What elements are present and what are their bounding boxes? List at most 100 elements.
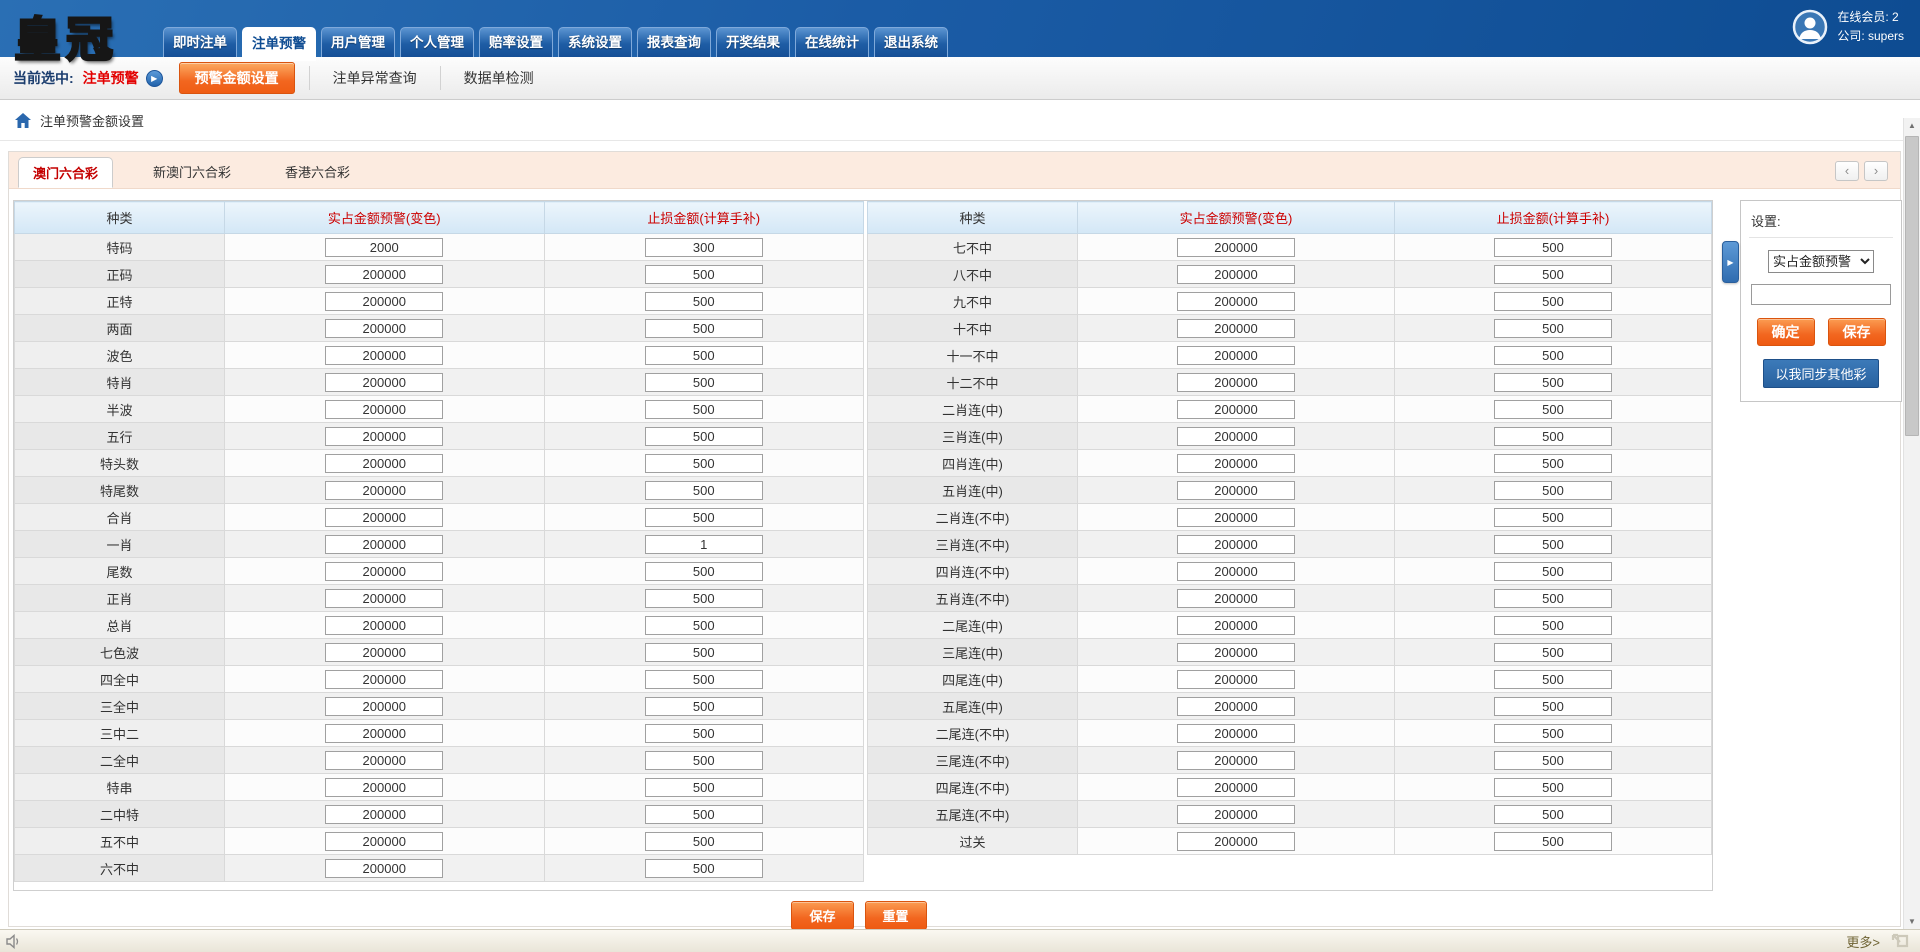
nav-tab[interactable]: 个人管理 [400,27,474,57]
warn-amount-input[interactable] [1177,264,1295,284]
subnav-item[interactable]: 注单异常查询 [308,66,440,90]
nav-tab[interactable]: 在线统计 [795,27,869,57]
stop-amount-input[interactable] [1494,804,1612,824]
stop-amount-input[interactable] [1494,642,1612,662]
scroll-down-icon[interactable]: ▼ [1908,917,1916,926]
warn-amount-input[interactable] [325,507,444,527]
stop-amount-input[interactable] [644,588,763,608]
warn-amount-input[interactable] [1177,453,1295,473]
more-link[interactable]: 更多> [1846,934,1880,950]
stop-amount-input[interactable] [1494,777,1612,797]
stop-amount-input[interactable] [644,480,763,500]
settings-amount-input[interactable] [1751,284,1891,305]
warn-amount-input[interactable] [325,831,444,851]
stop-amount-input[interactable] [644,291,763,311]
stop-amount-input[interactable] [644,831,763,851]
stop-amount-input[interactable] [644,399,763,419]
warn-amount-input[interactable] [325,399,444,419]
warn-amount-input[interactable] [325,750,444,770]
stop-amount-input[interactable] [1494,291,1612,311]
stop-amount-input[interactable] [1494,588,1612,608]
warn-amount-input[interactable] [1177,669,1295,689]
warn-amount-input[interactable] [1177,750,1295,770]
warn-amount-input[interactable] [1177,507,1295,527]
nav-tab[interactable]: 赔率设置 [479,27,553,57]
nav-tab[interactable]: 报表查询 [637,27,711,57]
stop-amount-input[interactable] [1494,480,1612,500]
warn-amount-input[interactable] [325,723,444,743]
stop-amount-input[interactable] [1494,696,1612,716]
warn-amount-input[interactable] [1177,345,1295,365]
nav-tab[interactable]: 注单预警 [242,27,316,61]
stop-amount-input[interactable] [1494,534,1612,554]
warn-amount-input[interactable] [325,858,444,878]
nav-tab[interactable]: 即时注单 [163,27,237,57]
stop-amount-input[interactable] [644,561,763,581]
warn-amount-input[interactable] [325,534,444,554]
warn-amount-input[interactable] [325,669,444,689]
warn-amount-input[interactable] [325,291,444,311]
warn-amount-input[interactable] [1177,372,1295,392]
scroll-up-icon[interactable]: ▲ [1908,121,1916,130]
subnav-item[interactable]: 数据单检测 [439,66,557,90]
warn-amount-input[interactable] [325,237,444,257]
warn-amount-input[interactable] [1177,723,1295,743]
panel-save-button[interactable]: 保存 [1827,318,1886,346]
warn-amount-input[interactable] [325,318,444,338]
stop-amount-input[interactable] [1494,345,1612,365]
stop-amount-input[interactable] [1494,507,1612,527]
stop-amount-input[interactable] [1494,372,1612,392]
speaker-icon[interactable] [6,933,23,949]
stop-amount-input[interactable] [644,858,763,878]
warning-type-select[interactable]: 实占金额预警 [1768,250,1874,273]
warn-amount-input[interactable] [1177,561,1295,581]
stop-amount-input[interactable] [644,750,763,770]
stop-amount-input[interactable] [644,696,763,716]
home-icon[interactable] [15,112,31,128]
save-button[interactable]: 保存 [791,901,854,930]
stop-amount-input[interactable] [644,507,763,527]
warn-amount-input[interactable] [1177,237,1295,257]
stop-amount-input[interactable] [1494,750,1612,770]
warn-amount-input[interactable] [325,561,444,581]
warn-amount-input[interactable] [1177,426,1295,446]
warn-amount-input[interactable] [325,480,444,500]
warn-amount-input[interactable] [1177,318,1295,338]
warn-amount-input[interactable] [1177,831,1295,851]
stop-amount-input[interactable] [644,318,763,338]
lottery-tab[interactable]: 香港六合彩 [285,165,351,180]
warn-amount-input[interactable] [325,777,444,797]
warn-amount-input[interactable] [325,696,444,716]
reset-button[interactable]: 重置 [864,901,927,930]
stop-amount-input[interactable] [644,642,763,662]
stop-amount-input[interactable] [1494,318,1612,338]
stop-amount-input[interactable] [644,453,763,473]
stop-amount-input[interactable] [644,345,763,365]
tab-next-icon[interactable]: › [1864,161,1888,181]
tab-prev-icon[interactable]: ‹ [1835,161,1859,181]
stop-amount-input[interactable] [644,615,763,635]
warn-amount-input[interactable] [325,426,444,446]
lottery-tab[interactable]: 新澳门六合彩 [153,165,232,180]
subnav-arrow-icon[interactable]: ▶ [145,69,163,87]
warn-amount-input[interactable] [325,372,444,392]
stop-amount-input[interactable] [1494,615,1612,635]
stop-amount-input[interactable] [644,777,763,797]
warn-amount-input[interactable] [1177,399,1295,419]
warn-amount-input[interactable] [325,345,444,365]
warn-amount-input[interactable] [1177,615,1295,635]
scroll-thumb[interactable] [1905,136,1919,436]
warn-amount-input[interactable] [1177,642,1295,662]
stop-amount-input[interactable] [1494,399,1612,419]
stop-amount-input[interactable] [1494,264,1612,284]
warn-amount-input[interactable] [325,642,444,662]
vertical-scrollbar[interactable]: ▲ ▼ [1903,118,1920,929]
warn-amount-input[interactable] [1177,534,1295,554]
warn-amount-input[interactable] [1177,480,1295,500]
warn-amount-input[interactable] [1177,804,1295,824]
stop-amount-input[interactable] [1494,561,1612,581]
warn-amount-input[interactable] [325,588,444,608]
stop-amount-input[interactable] [1494,237,1612,257]
lottery-tab[interactable]: 澳门六合彩 [18,157,114,188]
warn-amount-input[interactable] [1177,777,1295,797]
